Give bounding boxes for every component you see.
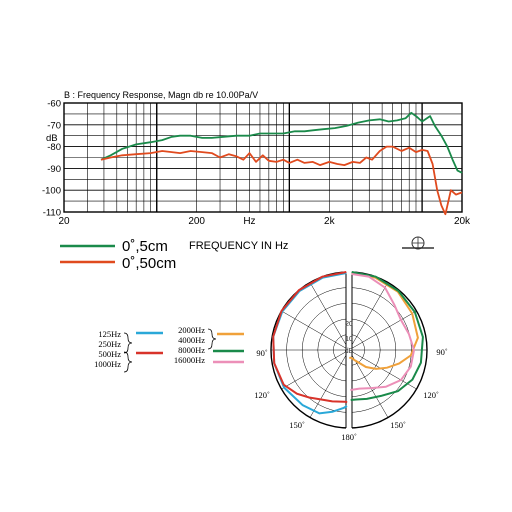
polar-angle-label: 150˚ <box>289 420 305 430</box>
polar-spoke <box>348 310 417 351</box>
series-line-1 <box>100 145 463 216</box>
legend-1000hz: 1000Hz <box>94 359 121 369</box>
polar-spoke <box>309 349 350 418</box>
polar-angle-label: 120˚ <box>254 390 270 400</box>
brace-right <box>207 328 217 350</box>
x-tick-label: 2k <box>324 216 336 227</box>
polar-curve-mid <box>272 271 348 403</box>
legend-4000hz: 4000Hz <box>178 335 205 345</box>
legend-500hz: 500Hz <box>98 349 121 359</box>
brace-left-top <box>123 332 133 354</box>
polar-spoke <box>348 349 417 390</box>
legend-label-5cm: 0˚,5cm <box>122 238 168 255</box>
polar-curve-16k <box>350 273 416 391</box>
series-line-0 <box>100 111 463 174</box>
y-tick-label: -110 <box>43 208 61 219</box>
polar-split-gap <box>346 270 352 430</box>
polar-curve-8k <box>350 271 424 401</box>
x-tick-label: Hz <box>243 216 255 227</box>
legend-label-50cm: 0˚,50cm <box>122 255 176 272</box>
y-tick-label: -80 <box>47 142 61 153</box>
chart-title: B : Frequency Response, Magn db re 10.00… <box>64 90 258 100</box>
legend-8000hz: 8000Hz <box>178 345 205 355</box>
x-tick-label: 20k <box>454 216 471 227</box>
polar-angle-label: 120˚ <box>423 390 439 400</box>
polar-ring-label: 20 <box>345 321 353 328</box>
y-tick-label: -90 <box>47 164 61 175</box>
brace-left-bottom <box>123 351 133 373</box>
y-tick-label: -100 <box>42 186 61 197</box>
polar-angle-label: 180˚ <box>341 432 357 442</box>
polar-spoke <box>281 349 350 390</box>
frequency-label: FREQUENCY IN Hz <box>189 240 288 252</box>
x-tick-label: 200 <box>188 216 205 227</box>
polar-angle-label: 150˚ <box>390 420 406 430</box>
polar-spoke <box>348 282 389 351</box>
legend-2000hz: 2000Hz <box>178 325 205 335</box>
polar-angle-label: 90˚ <box>256 348 268 358</box>
legend-16000hz: 16000Hz <box>174 355 205 365</box>
y-axis-label: dB <box>46 133 58 144</box>
polar-ring-label: 10 <box>345 336 353 343</box>
brand-logo <box>402 236 434 250</box>
polar-spoke <box>281 310 350 351</box>
legend-250hz: 250Hz <box>98 339 121 349</box>
legend-125hz: 125Hz <box>98 329 121 339</box>
polar-ring-label: dB <box>345 348 354 355</box>
polar-angle-label: 90˚ <box>436 347 448 357</box>
y-tick-label: -60 <box>47 99 61 110</box>
polar-plot: 20 10 dB 90˚ 120˚ 150˚ 180˚ 150˚ 120˚ 90˚ <box>254 270 448 442</box>
polar-spoke <box>309 282 350 351</box>
x-tick-label: 20 <box>58 216 70 227</box>
y-tick-label: -70 <box>47 120 61 131</box>
frequency-series <box>100 111 463 216</box>
